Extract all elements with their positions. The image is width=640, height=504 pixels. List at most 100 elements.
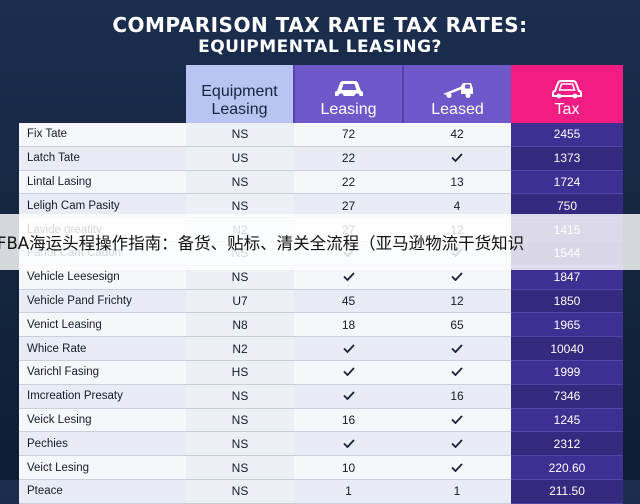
- check-icon: [451, 415, 463, 424]
- cell-leased: [403, 146, 511, 171]
- table-row: Fix Tate NS 72 42 2455: [19, 123, 623, 147]
- check-icon: [342, 272, 355, 282]
- header-leased: Leased: [402, 65, 511, 123]
- check-icon: [451, 272, 463, 282]
- cell-leased: [403, 455, 511, 480]
- table-row: Veict Lesing NS 10 220.60: [19, 455, 623, 480]
- cell-leasing: 72: [294, 123, 403, 147]
- check-icon: [342, 367, 355, 377]
- cell-tax: 211.50: [511, 479, 623, 504]
- cell-leased: 65: [403, 312, 511, 338]
- cell-equipment-leasing: NS: [186, 479, 294, 504]
- cell-tax: 220.60: [511, 455, 623, 480]
- row-label: Latch Tate: [19, 146, 186, 171]
- header-leasing: Leasing: [293, 65, 403, 123]
- row-label: Varichl Fasing: [19, 360, 186, 385]
- table-row: Pechies NS 2312: [19, 431, 623, 457]
- cell-tax: 1724: [511, 170, 623, 195]
- table-row: Venict Leasing N8 18 65 1965: [19, 312, 623, 338]
- cell-leased: 12: [403, 289, 511, 314]
- cell-equipment-leasing: NS: [186, 384, 294, 409]
- row-label: Vehicle Pand Frichty: [19, 289, 186, 314]
- cell-tax: 2455: [511, 123, 623, 147]
- row-label: Imcreation Presaty: [19, 384, 186, 409]
- header-leasing-label: Leasing: [320, 101, 377, 118]
- cell-leased: [403, 360, 511, 385]
- header-equipment-line1: Equipment: [201, 83, 278, 100]
- check-icon: [342, 391, 355, 401]
- cell-leased: 16: [403, 384, 511, 409]
- cell-tax: 1965: [511, 312, 623, 338]
- table-row: Latch Tate US 22 1373: [19, 146, 623, 171]
- cell-leasing: 22: [294, 170, 403, 195]
- row-label: Venict Leasing: [19, 312, 186, 338]
- cell-leased: 1: [403, 479, 511, 504]
- cell-equipment-leasing: NS: [186, 455, 294, 480]
- cell-leased: [403, 431, 511, 457]
- check-icon: [451, 462, 463, 472]
- cell-equipment-leasing: NS: [186, 408, 294, 433]
- cell-tax: 1850: [511, 289, 623, 314]
- overlay-banner[interactable]: FBA海运头程操作指南：备货、贴标、清关全流程（亚马逊物流干货知识: [0, 214, 640, 270]
- cell-equipment-leasing: NS: [186, 431, 294, 457]
- cell-leased: [403, 336, 511, 361]
- cell-leased: [403, 408, 511, 433]
- cell-leasing: [294, 431, 403, 457]
- check-icon: [451, 343, 463, 353]
- header-equipment-leasing: Equipment Leasing: [186, 65, 294, 123]
- cell-tax: 1245: [511, 408, 623, 433]
- header-empty: [19, 65, 186, 123]
- cell-leased: 13: [403, 170, 511, 195]
- cell-equipment-leasing: NS: [186, 123, 294, 147]
- table-row: Pteace NS 1 1 211.50: [19, 479, 623, 504]
- row-label: Whice Rate: [19, 336, 186, 361]
- cell-leasing: 18: [294, 312, 403, 338]
- cell-equipment-leasing: N2: [186, 336, 294, 361]
- cell-tax: 1373: [511, 146, 623, 171]
- header-tax: Tax: [511, 65, 623, 123]
- row-label: Veict Lesing: [19, 455, 186, 480]
- comparison-table: Equipment Leasing Leasing Leased: [19, 65, 623, 504]
- header-leased-label: Leased: [431, 101, 484, 118]
- cell-tax: 10040: [511, 336, 623, 361]
- cell-leasing: 45: [294, 289, 403, 314]
- car-icon: [334, 81, 363, 99]
- table-row: Imcreation Presaty NS 16 7346: [19, 384, 623, 409]
- table-row: Lintal Lasing NS 22 13 1724: [19, 170, 623, 195]
- cell-leasing: 16: [294, 408, 403, 433]
- cell-leasing: [294, 384, 403, 409]
- check-icon: [342, 343, 355, 353]
- title-line-2: EQUIPMENTAL LEASING?: [198, 37, 442, 57]
- check-icon: [451, 153, 463, 163]
- car-icon: [552, 80, 582, 99]
- banner-text[interactable]: FBA海运头程操作指南：备货、贴标、清关全流程（亚马逊物流干货知识: [0, 234, 525, 253]
- cell-tax: 7346: [511, 384, 623, 409]
- cell-leasing: 10: [294, 455, 403, 480]
- table-row: Varichl Fasing HS 1999: [19, 360, 623, 385]
- table-header-row: Equipment Leasing Leasing Leased: [19, 65, 623, 123]
- row-label: Veick Lesing: [19, 408, 186, 433]
- header-equipment-line2: Leasing: [211, 101, 268, 118]
- title-line-1: COMPARISON TAX RATE TAX RATES:: [112, 13, 528, 37]
- cell-leasing: [294, 336, 403, 361]
- cell-tax: 1999: [511, 360, 623, 385]
- cell-equipment-leasing: N8: [186, 312, 294, 338]
- cell-equipment-leasing: HS: [186, 360, 294, 385]
- check-icon: [451, 439, 463, 448]
- cell-leasing: 22: [294, 146, 403, 171]
- check-icon: [342, 439, 355, 448]
- check-icon: [451, 367, 463, 377]
- cell-equipment-leasing: US: [186, 146, 294, 171]
- cell-equipment-leasing: NS: [186, 170, 294, 195]
- table-row: Vehicle Pand Frichty U7 45 12 1850: [19, 289, 623, 314]
- header-tax-label: Tax: [554, 101, 580, 118]
- cell-leasing: 1: [294, 479, 403, 504]
- row-label: Pechies: [19, 431, 186, 457]
- table-row: Whice Rate N2 10040: [19, 336, 623, 361]
- tow-truck-icon: [442, 83, 473, 98]
- table-row: Veick Lesing NS 16 1245: [19, 408, 623, 433]
- cell-tax: 2312: [511, 431, 623, 457]
- row-label: Lintal Lasing: [19, 170, 186, 195]
- row-label: Fix Tate: [19, 123, 186, 147]
- row-label: Pteace: [19, 479, 186, 504]
